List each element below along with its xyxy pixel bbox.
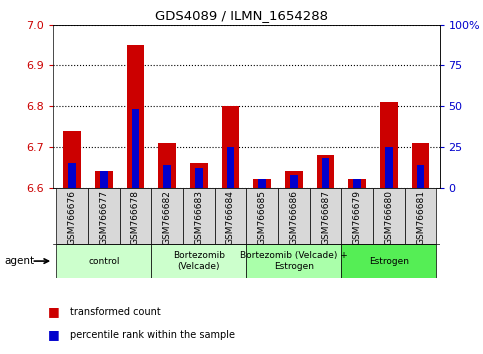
Bar <box>405 188 436 244</box>
Bar <box>341 244 436 278</box>
Bar <box>151 244 246 278</box>
Bar <box>310 188 341 244</box>
Bar <box>322 158 329 188</box>
Bar <box>57 244 151 278</box>
Text: GSM766685: GSM766685 <box>257 190 267 245</box>
Bar <box>131 109 140 188</box>
Bar <box>254 179 271 188</box>
Bar <box>246 188 278 244</box>
Bar <box>151 188 183 244</box>
Bar <box>258 179 266 188</box>
Bar <box>88 188 120 244</box>
Text: agent: agent <box>5 256 35 266</box>
Bar <box>317 155 334 188</box>
Text: GSM766682: GSM766682 <box>163 190 171 245</box>
Text: Estrogen: Estrogen <box>369 257 409 266</box>
Bar <box>416 165 425 188</box>
Bar <box>385 147 393 188</box>
Bar <box>100 171 108 188</box>
Text: GSM766680: GSM766680 <box>384 190 393 245</box>
Text: GSM766686: GSM766686 <box>289 190 298 245</box>
Text: GDS4089 / ILMN_1654288: GDS4089 / ILMN_1654288 <box>155 9 328 22</box>
Bar <box>163 165 171 188</box>
Bar <box>120 188 151 244</box>
Bar <box>127 45 144 188</box>
Bar <box>341 188 373 244</box>
Bar <box>373 188 405 244</box>
Bar <box>412 143 429 188</box>
Bar <box>222 106 239 188</box>
Bar <box>278 188 310 244</box>
Text: GSM766676: GSM766676 <box>68 190 77 245</box>
Bar <box>68 163 76 188</box>
Text: GSM766681: GSM766681 <box>416 190 425 245</box>
Bar <box>285 171 302 188</box>
Text: GSM766687: GSM766687 <box>321 190 330 245</box>
Text: GSM766684: GSM766684 <box>226 190 235 245</box>
Bar <box>227 147 234 188</box>
Bar <box>195 168 203 188</box>
Text: transformed count: transformed count <box>70 307 161 316</box>
Text: percentile rank within the sample: percentile rank within the sample <box>70 330 235 339</box>
Text: ■: ■ <box>48 328 60 341</box>
Text: ■: ■ <box>48 305 60 318</box>
Text: Bortezomib
(Velcade): Bortezomib (Velcade) <box>173 251 225 271</box>
Text: GSM766678: GSM766678 <box>131 190 140 245</box>
Bar <box>63 131 81 188</box>
Text: Bortezomib (Velcade) +
Estrogen: Bortezomib (Velcade) + Estrogen <box>240 251 348 271</box>
Text: GSM766677: GSM766677 <box>99 190 108 245</box>
Bar <box>57 188 88 244</box>
Bar <box>290 175 298 188</box>
Bar <box>95 171 113 188</box>
Bar <box>246 244 341 278</box>
Bar <box>158 143 176 188</box>
Bar <box>348 179 366 188</box>
Text: GSM766679: GSM766679 <box>353 190 362 245</box>
Text: control: control <box>88 257 120 266</box>
Bar <box>214 188 246 244</box>
Bar <box>380 102 398 188</box>
Bar <box>353 179 361 188</box>
Bar <box>183 188 214 244</box>
Bar <box>190 163 208 188</box>
Text: GSM766683: GSM766683 <box>194 190 203 245</box>
